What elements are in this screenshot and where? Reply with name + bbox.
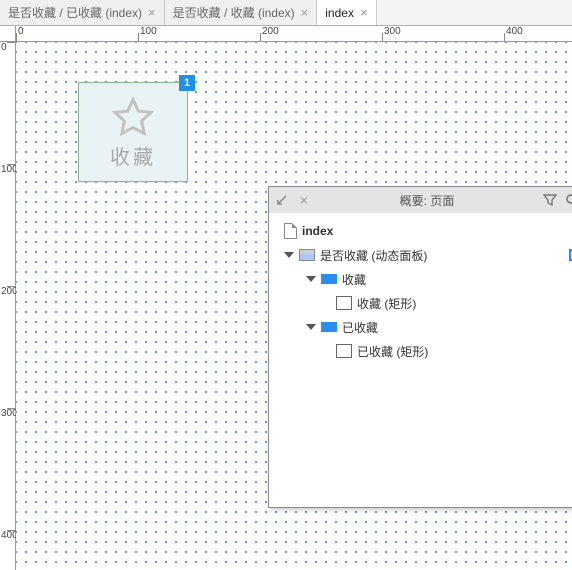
tab-label: 是否收藏 / 收藏 (index)	[173, 4, 295, 21]
tree-label: 是否收藏 (动态面板)	[320, 247, 427, 264]
close-icon[interactable]: ×	[360, 5, 368, 20]
state-icon	[321, 274, 337, 284]
search-icon[interactable]	[565, 193, 572, 207]
ruler-horizontal: 0100200300400	[16, 26, 572, 42]
tree-state-2[interactable]: 已收藏	[273, 315, 572, 339]
panel-title: 概要: 页面	[319, 192, 535, 209]
widget-label: 收藏	[110, 141, 156, 170]
filter-icon[interactable]	[543, 193, 557, 207]
dynamic-panel-icon	[299, 249, 315, 261]
tree-label: index	[302, 224, 333, 238]
outline-tree: index 是否收藏 (动态面板) 收藏 收藏 (矩形)	[269, 213, 572, 507]
widget-badge: 1	[179, 75, 195, 91]
ruler-vertical: 0100200300400	[0, 42, 16, 570]
close-icon[interactable]: ×	[301, 5, 309, 20]
tab-item-3[interactable]: index ×	[317, 0, 376, 25]
star-icon	[111, 95, 155, 139]
tab-item-2[interactable]: 是否收藏 / 收藏 (index) ×	[165, 0, 318, 25]
tree-label: 已收藏 (矩形)	[357, 343, 428, 360]
ruler-corner	[0, 26, 16, 42]
expand-icon[interactable]	[306, 276, 316, 282]
design-canvas[interactable]: 1 收藏 × 概要: 页面 index	[16, 42, 572, 570]
tab-bar: 是否收藏 / 已收藏 (index) × 是否收藏 / 收藏 (index) ×…	[0, 0, 572, 26]
tab-label: index	[325, 6, 354, 20]
tree-shape-2[interactable]: 已收藏 (矩形)	[273, 339, 572, 363]
page-icon	[284, 223, 297, 239]
tree-root[interactable]: index	[273, 219, 572, 243]
rectangle-icon	[336, 296, 352, 310]
tab-item-1[interactable]: 是否收藏 / 已收藏 (index) ×	[0, 0, 165, 25]
outline-panel: × 概要: 页面 index 是否收藏 (动态面板)	[268, 186, 572, 508]
tree-dynamic-panel[interactable]: 是否收藏 (动态面板)	[273, 243, 572, 267]
close-icon[interactable]: ×	[297, 193, 311, 207]
state-icon	[321, 322, 337, 332]
tree-label: 收藏 (矩形)	[357, 295, 416, 312]
tree-state-1[interactable]: 收藏	[273, 267, 572, 291]
favorite-widget[interactable]: 1 收藏	[78, 82, 188, 182]
tree-label: 收藏	[342, 271, 366, 288]
panel-header: × 概要: 页面	[269, 187, 572, 213]
rectangle-icon	[336, 344, 352, 358]
collapse-icon[interactable]	[275, 193, 289, 207]
tab-label: 是否收藏 / 已收藏 (index)	[8, 4, 142, 21]
expand-icon[interactable]	[284, 252, 294, 258]
close-icon[interactable]: ×	[148, 5, 156, 20]
tree-label: 已收藏	[342, 319, 378, 336]
tree-shape-1[interactable]: 收藏 (矩形)	[273, 291, 572, 315]
expand-icon[interactable]	[306, 324, 316, 330]
